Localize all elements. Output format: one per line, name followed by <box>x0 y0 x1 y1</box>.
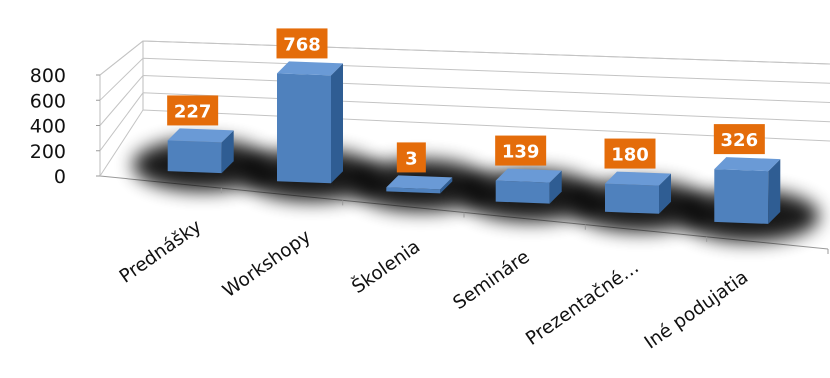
data-label: 139 <box>502 142 540 163</box>
data-label: 3 <box>405 148 418 169</box>
x-tick-label: Workshopy <box>219 226 315 302</box>
bar-side <box>331 63 343 184</box>
x-tick-label: Prezentačné… <box>522 257 643 350</box>
data-label-box <box>276 28 328 59</box>
y-tick-label: 600 <box>30 90 66 112</box>
bar-top <box>714 157 781 172</box>
x-tick-label: Prednášky <box>116 216 206 288</box>
bar-top <box>167 128 234 143</box>
bar-top <box>277 61 343 76</box>
gridline <box>99 92 830 152</box>
data-labels: 227 768 3 139 180 326 <box>167 28 765 173</box>
bar-top <box>605 171 671 186</box>
data-label-box <box>713 124 765 155</box>
gridline <box>99 57 830 101</box>
y-tick-label: 0 <box>54 166 66 188</box>
gridline <box>99 74 830 126</box>
y-tick-label: 200 <box>30 141 66 163</box>
y-tick-label: 800 <box>30 65 66 87</box>
gridline <box>99 109 830 177</box>
bar <box>605 183 659 214</box>
x-tick-label: Školenia <box>348 235 424 298</box>
gridline <box>99 40 830 76</box>
data-label: 768 <box>283 34 321 55</box>
data-label: 227 <box>174 101 212 122</box>
data-label: 326 <box>721 130 759 151</box>
bar-side <box>440 177 453 194</box>
x-tick-label: Iné podujatia <box>641 267 752 354</box>
bar-side <box>549 170 562 204</box>
data-label: 180 <box>611 145 649 166</box>
gridlines <box>99 40 830 177</box>
bar <box>167 140 222 174</box>
data-label-box <box>167 95 219 126</box>
bars <box>167 61 781 224</box>
bar-side <box>659 173 671 214</box>
y-tick-label: 400 <box>30 116 66 138</box>
bar <box>495 180 550 204</box>
bar-side <box>221 130 234 174</box>
data-label-box <box>604 138 656 169</box>
data-label-box <box>495 135 547 166</box>
y-axis-ticks: 0 200 400 600 800 <box>30 65 100 188</box>
x-tick-label: Semináre <box>449 246 533 314</box>
bar <box>277 73 331 184</box>
bar-top <box>386 175 453 190</box>
bar <box>714 169 769 224</box>
bar-side <box>768 159 781 224</box>
bar-top <box>495 168 562 183</box>
data-label-box <box>396 142 426 173</box>
